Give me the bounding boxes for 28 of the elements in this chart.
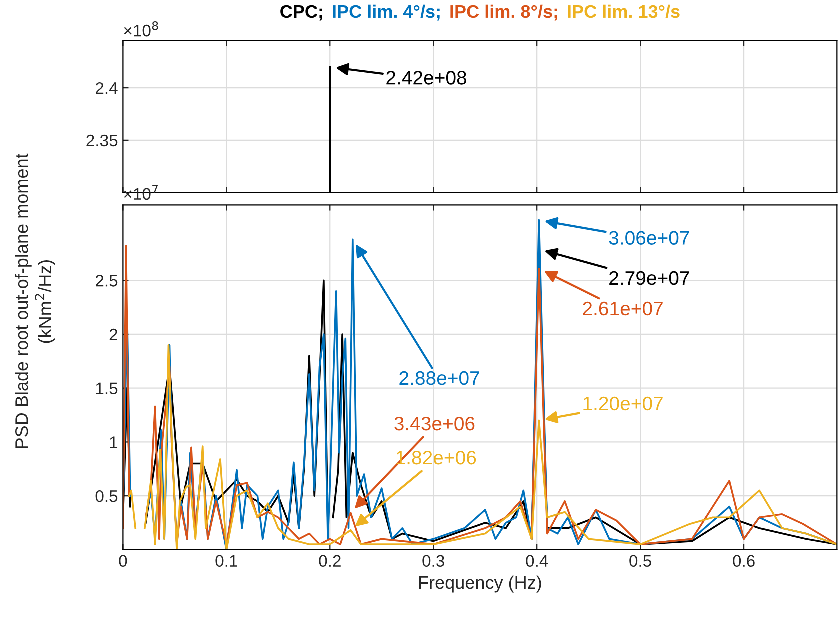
x-tick-label: 0 xyxy=(119,555,128,568)
annotation: 3.43e+06 xyxy=(394,416,475,431)
y-tick-label: 2.35 xyxy=(86,134,118,147)
text: IPC lim. 4°/s; xyxy=(333,4,440,21)
y-tick-label: 2.5 xyxy=(96,275,118,287)
text: IPC lim. 8°/s; xyxy=(450,4,558,21)
x-tick-label: 0.3 xyxy=(422,555,444,568)
annotation: 3.06e+07 xyxy=(609,231,690,245)
y-tick-label: 2 xyxy=(110,328,118,341)
y-tick-label: 2.4 xyxy=(96,82,118,94)
y-axis-title: PSD Blade root out-of-plane moment (kNm$^{2}$/Hz) xyxy=(15,154,56,448)
annotation: 1.20e+07 xyxy=(584,396,663,411)
text: ×10$^{8}$ xyxy=(124,22,158,37)
x-tick-label: 0.1 xyxy=(216,555,238,568)
y-tick-label: 1.5 xyxy=(96,382,118,395)
annotation: 2.42e+08 xyxy=(386,71,466,85)
annotation: 2.79e+07 xyxy=(610,271,690,286)
x-axis-title: Frequency (Hz) xyxy=(419,576,542,593)
x-tick-label: 0.4 xyxy=(526,555,548,568)
text: IPC lim. 13°/s xyxy=(568,4,680,18)
x-tick-label: 0.5 xyxy=(630,555,652,568)
y-tick-label: 1 xyxy=(110,436,118,448)
text: CPC; xyxy=(280,5,322,21)
y-tick-label: 0.5 xyxy=(96,490,118,502)
annotation: 2.88e+07 xyxy=(400,371,480,386)
x-tick-label: 0.2 xyxy=(319,555,341,568)
annotation: 2.61e+07 xyxy=(583,302,663,316)
x-tick-label: 0.6 xyxy=(733,555,755,568)
